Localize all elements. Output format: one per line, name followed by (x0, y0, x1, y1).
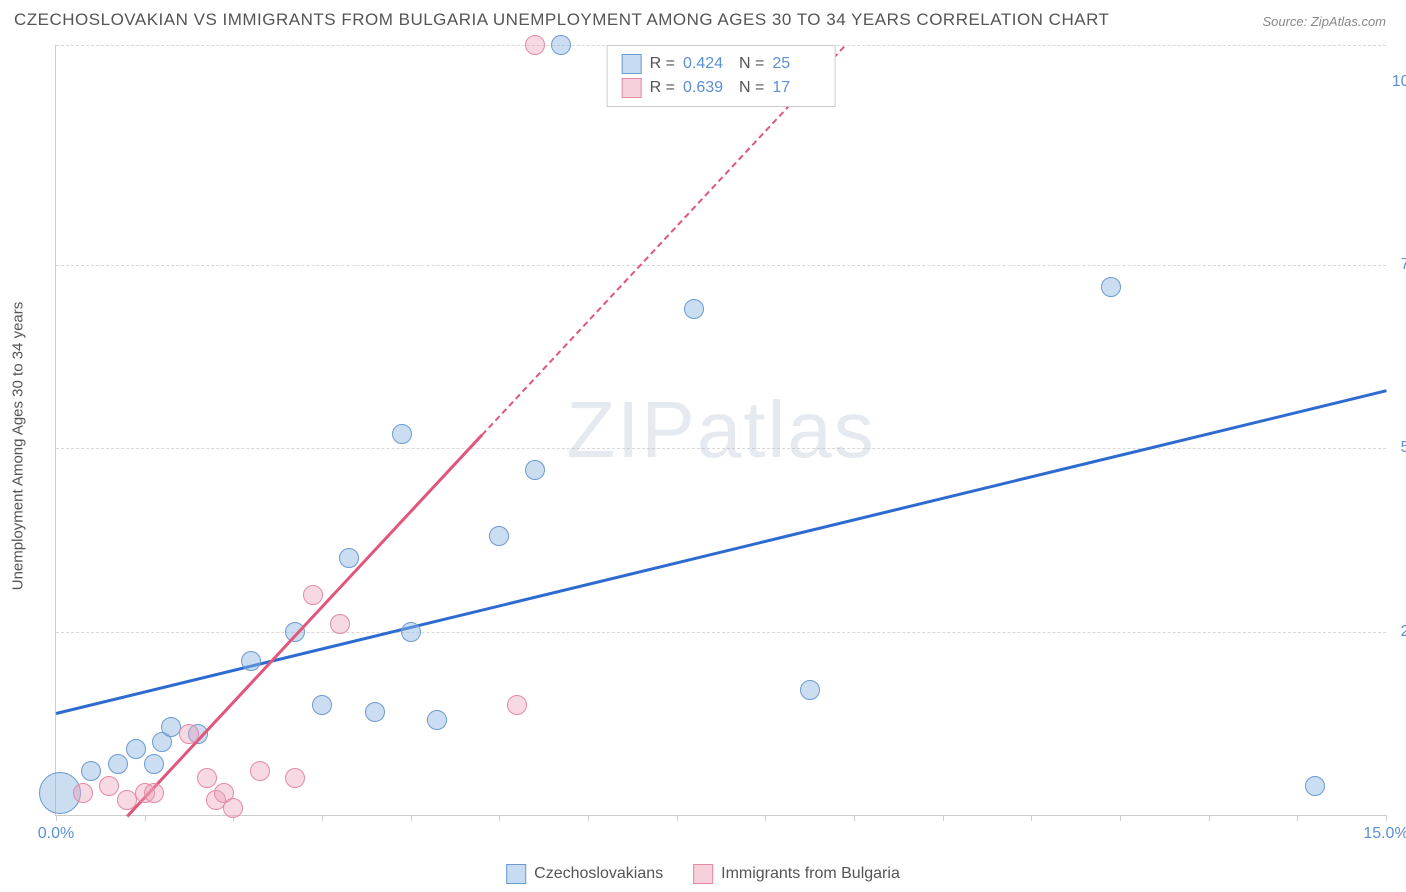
gridline (56, 448, 1386, 449)
data-point (525, 460, 545, 480)
data-point (126, 739, 146, 759)
gridline (56, 265, 1386, 266)
x-tick (854, 815, 855, 821)
data-point (525, 35, 545, 55)
watermark: ZIPatlas (566, 384, 875, 476)
data-point (684, 299, 704, 319)
legend-n-value: 25 (772, 55, 820, 73)
legend-item: Immigrants from Bulgaria (693, 864, 900, 884)
x-tick (1209, 815, 1210, 821)
data-point (241, 651, 261, 671)
data-point (507, 695, 527, 715)
watermark-zip: ZIP (566, 385, 696, 474)
data-point (108, 754, 128, 774)
data-point (339, 548, 359, 568)
legend-swatch (506, 864, 526, 884)
x-tick (499, 815, 500, 821)
x-tick (56, 815, 57, 821)
x-tick (1386, 815, 1387, 821)
legend-swatch (622, 54, 642, 74)
legend-n-label: N = (739, 55, 764, 73)
legend-r-value: 0.639 (683, 79, 731, 97)
x-tick (588, 815, 589, 821)
data-point (144, 754, 164, 774)
x-tick (1297, 815, 1298, 821)
x-tick (1120, 815, 1121, 821)
x-tick-label: 15.0% (1363, 825, 1406, 843)
x-tick (677, 815, 678, 821)
correlation-legend: R = 0.424 N = 25 R = 0.639 N = 17 (607, 45, 836, 107)
data-point (99, 776, 119, 796)
data-point (427, 710, 447, 730)
x-tick (411, 815, 412, 821)
legend-r-label: R = (650, 55, 675, 73)
y-axis-label: Unemployment Among Ages 30 to 34 years (10, 302, 27, 591)
legend-label: Czechoslovakians (534, 865, 663, 883)
chart-title: CZECHOSLOVAKIAN VS IMMIGRANTS FROM BULGA… (14, 10, 1109, 30)
watermark-atlas: atlas (697, 385, 876, 474)
data-point (303, 585, 323, 605)
y-tick-label: 75.0% (1391, 256, 1406, 274)
data-point (179, 724, 199, 744)
y-tick-label: 25.0% (1391, 623, 1406, 641)
data-point (489, 526, 509, 546)
legend-r-value: 0.424 (683, 55, 731, 73)
data-point (330, 614, 350, 634)
x-tick (322, 815, 323, 821)
y-tick-label: 100.0% (1391, 73, 1406, 91)
data-point (197, 768, 217, 788)
data-point (250, 761, 270, 781)
data-point (365, 702, 385, 722)
data-point (312, 695, 332, 715)
x-tick (145, 815, 146, 821)
x-tick (1031, 815, 1032, 821)
data-point (73, 783, 93, 803)
data-point (392, 424, 412, 444)
gridline (56, 632, 1386, 633)
legend-row: R = 0.424 N = 25 (622, 52, 821, 76)
plot-area: ZIPatlas R =0.424N =25R =0.639N =17 25.0… (55, 45, 1386, 816)
legend-n-label: N = (739, 79, 764, 97)
data-point (1305, 776, 1325, 796)
data-point (551, 35, 571, 55)
data-point (401, 622, 421, 642)
data-point (1101, 277, 1121, 297)
legend-item: Czechoslovakians (506, 864, 663, 884)
data-point (144, 783, 164, 803)
data-point (223, 798, 243, 818)
legend-r-label: R = (650, 79, 675, 97)
legend-label: Immigrants from Bulgaria (721, 865, 900, 883)
series-legend: Czechoslovakians Immigrants from Bulgaria (496, 864, 910, 884)
x-tick (765, 815, 766, 821)
y-tick-label: 50.0% (1391, 439, 1406, 457)
legend-row: R = 0.639 N = 17 (622, 76, 821, 100)
legend-swatch (622, 78, 642, 98)
data-point (285, 768, 305, 788)
data-point (800, 680, 820, 700)
trend-line (126, 434, 482, 817)
legend-swatch (693, 864, 713, 884)
source-attribution: Source: ZipAtlas.com (1262, 14, 1386, 29)
x-tick (943, 815, 944, 821)
legend-n-value: 17 (772, 79, 820, 97)
data-point (81, 761, 101, 781)
x-tick-label: 0.0% (38, 825, 74, 843)
